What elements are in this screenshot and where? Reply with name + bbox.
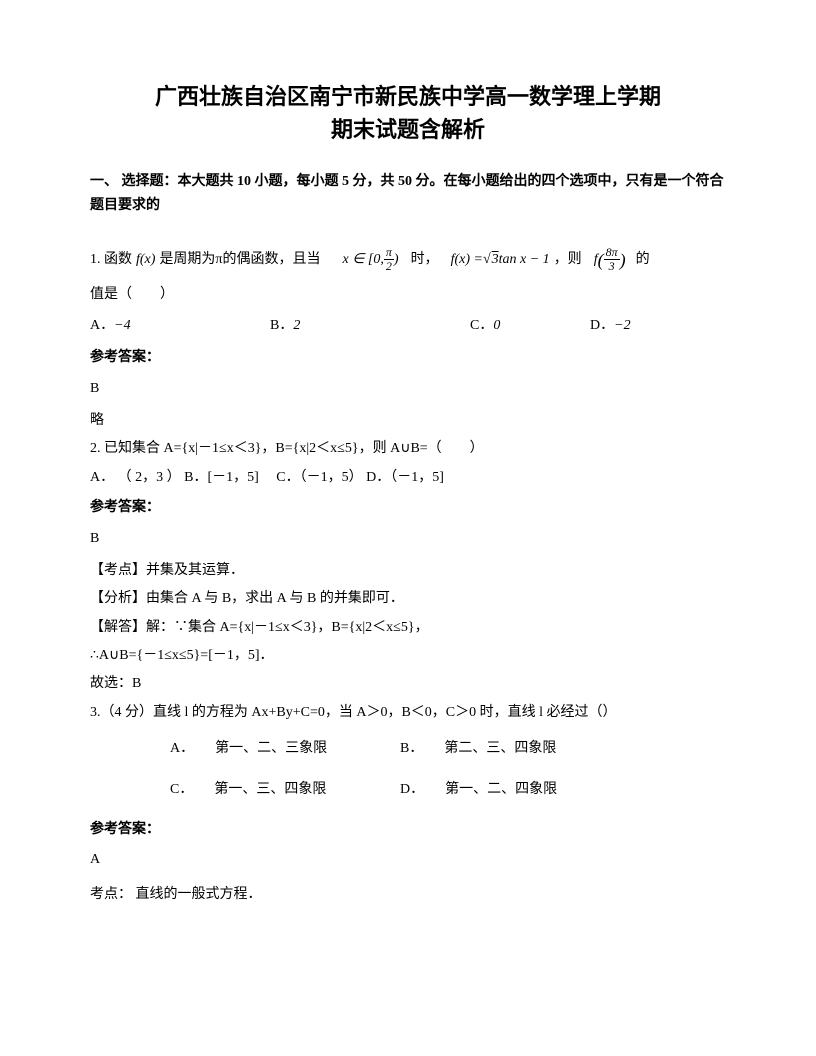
q3-answer-label: 参考答案： (90, 819, 726, 841)
title-line-1: 广西壮族自治区南宁市新民族中学高一数学理上学期 (155, 84, 661, 109)
q3-options: A． 第一、二、三象限 B． 第二、三、四象限 C． 第一、三、四象限 D． 第… (170, 738, 726, 801)
q1-option-c: C． 0 (470, 315, 590, 337)
q2-p5: 故选：B (90, 673, 726, 695)
q2-p3: 【解答】解：∵集合 A={x|－1≤x＜3}，B={x|2＜x≤5}， (90, 617, 726, 639)
q3-option-a: A． 第一、二、三象限 (170, 738, 400, 760)
q2-p2: 【分析】由集合 A 与 B，求出 A 与 B 的并集即可． (90, 588, 726, 610)
q1-pre1: 1. 函数 (90, 249, 132, 271)
q2-p1: 【考点】并集及其运算． (90, 560, 726, 582)
section-1-header: 一、 选择题：本大题共 10 小题，每小题 5 分，共 50 分。在每小题给出的… (90, 170, 726, 218)
q1-answer: B (90, 378, 726, 400)
q3-answer: A (90, 849, 726, 871)
pi-over-2: π 2 (384, 246, 394, 273)
question-1: 1. 函数 f(x) 是周期为π的偶函数，且当 x ∈ [0, π 2 ) 时，… (90, 246, 726, 433)
q2-option-c: C．（－1，5） (276, 470, 362, 485)
f-8pi3: f ( 8π 3 ) (590, 246, 630, 275)
q2-option-a: A． （ 2，3 ） (90, 470, 181, 485)
q2-option-b: B．[－1，5] (184, 470, 273, 485)
q1-option-a: A． −4 (90, 315, 270, 337)
interval-expr: x ∈ [0, π 2 ) (339, 246, 403, 273)
q2-answer: B (90, 528, 726, 550)
q3-p1: 考点： 直线的一般式方程． (90, 884, 726, 906)
q3-option-b: B． 第二、三、四象限 (400, 738, 630, 760)
q1-option-d: D． −2 (590, 315, 631, 337)
q1-answer-label: 参考答案： (90, 347, 726, 369)
q3-stem: 3.（4 分）直线 l 的方程为 Ax+By+C=0，当 A＞0，B＜0，C＞0… (90, 702, 726, 724)
q1-stem-line-1: 1. 函数 f(x) 是周期为π的偶函数，且当 x ∈ [0, π 2 ) 时，… (90, 246, 726, 275)
q3-option-d: D． 第一、二、四象限 (400, 779, 630, 801)
q1-option-b: B． 2 (270, 315, 470, 337)
q1-stem-line-2: 值是（ ） (90, 284, 726, 306)
q1-options: A． −4 B． 2 C． 0 D． −2 (90, 315, 726, 337)
q2-options: A． （ 2，3 ） B．[－1，5] C．（－1，5） D．（－1，5] (90, 467, 726, 489)
question-3: 3.（4 分）直线 l 的方程为 Ax+By+C=0，当 A＞0，B＜0，C＞0… (90, 702, 726, 906)
title-line-2: 期末试题含解析 (331, 117, 485, 142)
question-2: 2. 已知集合 A={x|－1≤x＜3}，B={x|2＜x≤5}，则 A∪B=（… (90, 438, 726, 696)
q1-pre3: 时， (411, 249, 439, 271)
fx-def: f(x) = √3 tan x − 1 (447, 249, 554, 271)
q2-answer-label: 参考答案： (90, 497, 726, 519)
q2-stem: 2. 已知集合 A={x|－1≤x＜3}，B={x|2＜x≤5}，则 A∪B=（… (90, 438, 726, 460)
q1-pre4: ，则 (554, 249, 582, 271)
page-title: 广西壮族自治区南宁市新民族中学高一数学理上学期 期末试题含解析 (90, 80, 726, 146)
q1-note: 略 (90, 410, 726, 432)
q3-option-c: C． 第一、三、四象限 (170, 779, 400, 801)
q1-pre5: 的 (636, 249, 650, 271)
8pi-over-3: 8π 3 (604, 246, 620, 273)
q2-p4: ∴A∪B={－1≤x≤5}=[－1，5]． (90, 645, 726, 667)
fx-icon: f(x) (132, 249, 159, 271)
q1-pre2: 是周期为π的偶函数，且当 (159, 249, 320, 271)
q2-option-d: D．（－1，5] (366, 470, 444, 485)
